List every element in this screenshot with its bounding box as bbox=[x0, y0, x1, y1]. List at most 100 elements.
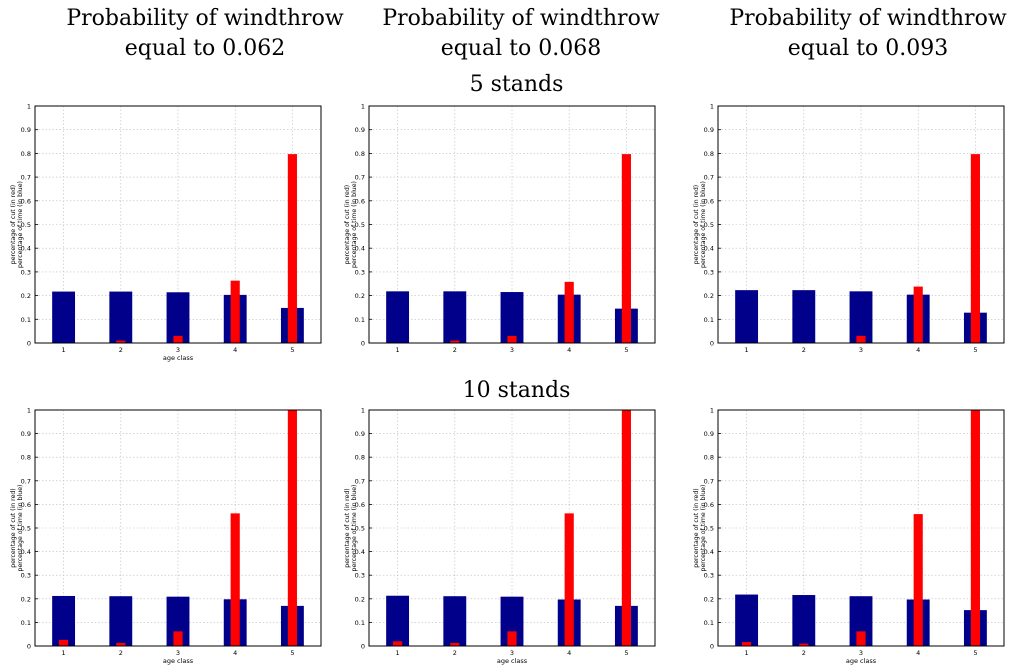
y-axis-label: percentage of cut (in red) bbox=[344, 488, 351, 567]
x-tick-label: 4 bbox=[233, 649, 237, 657]
bar-time bbox=[109, 291, 133, 343]
y-tick-label: 0.9 bbox=[704, 126, 714, 134]
chart-panel-3: 0 0.1 0.2 0.3 0.4 0.5 0.6 0.7 0.8 0.9 1 1 2 3 4 5 percen… bbox=[693, 103, 1005, 354]
x-axis-label: age class bbox=[846, 657, 877, 665]
x-tick-label: 2 bbox=[802, 346, 806, 354]
bar-cut bbox=[450, 340, 460, 343]
bar-time bbox=[166, 596, 190, 646]
bar-cut bbox=[564, 513, 574, 646]
bar-time bbox=[849, 291, 873, 343]
y-tick-label: 0.9 bbox=[355, 430, 365, 438]
y-tick-label: 0.1 bbox=[355, 619, 365, 627]
plot-frame bbox=[368, 105, 656, 344]
plot-frame bbox=[717, 105, 1005, 344]
y-tick-label: 0.8 bbox=[21, 454, 31, 462]
x-tick-label: 4 bbox=[233, 346, 237, 354]
y-tick-label: 0.6 bbox=[704, 501, 714, 509]
column-title-2: Probability of windthrow equal to 0.068 bbox=[356, 4, 686, 64]
y-tick-label: 0.3 bbox=[704, 268, 714, 276]
y-axis-label: percentage of time (in blue) bbox=[351, 181, 358, 268]
y-axis-label: percentage of cut (in red) bbox=[10, 488, 17, 567]
y-tick-label: 1 bbox=[361, 103, 365, 111]
y-axis-label: percentage of cut (in red) bbox=[693, 488, 700, 567]
bar-cut bbox=[564, 281, 574, 343]
x-tick-label: 4 bbox=[916, 649, 920, 657]
y-tick-label: 0 bbox=[710, 643, 714, 651]
bar-cut bbox=[393, 641, 403, 646]
chart-panel-5: 0 0.1 0.2 0.3 0.4 0.5 0.6 0.7 0.8 0.9 1 1 2 3 4 5 percen… bbox=[344, 407, 656, 665]
plot-frame bbox=[34, 105, 322, 344]
y-tick-label: 1 bbox=[27, 407, 31, 415]
y-tick-label: 0.4 bbox=[21, 245, 31, 253]
bar-time bbox=[386, 595, 410, 646]
bar-cut bbox=[799, 643, 809, 646]
y-axis-label: percentage of cut (in red) bbox=[693, 185, 700, 264]
y-tick-label: 0 bbox=[361, 340, 365, 348]
y-tick-label: 0.4 bbox=[21, 548, 31, 556]
bar-cut bbox=[507, 335, 517, 343]
x-tick-label: 1 bbox=[396, 346, 400, 354]
bar-cut bbox=[970, 410, 980, 646]
y-tick-label: 0 bbox=[27, 643, 31, 651]
bar-time bbox=[735, 290, 759, 343]
bar-time bbox=[109, 596, 133, 646]
x-tick-label: 1 bbox=[62, 346, 66, 354]
y-tick-label: 0.7 bbox=[21, 477, 31, 485]
x-tick-label: 3 bbox=[859, 649, 863, 657]
column-title-3-line2: equal to 0.093 bbox=[787, 36, 949, 61]
x-tick-label: 4 bbox=[567, 649, 571, 657]
y-axis-label: percentage of time (in blue) bbox=[700, 485, 707, 572]
y-tick-label: 0.5 bbox=[355, 525, 365, 533]
x-tick-label: 5 bbox=[290, 649, 294, 657]
y-tick-label: 0 bbox=[710, 340, 714, 348]
column-title-1: Probability of windthrow equal to 0.062 bbox=[40, 4, 370, 64]
chart-panel-1: 0 0.1 0.2 0.3 0.4 0.5 0.6 0.7 0.8 0.9 1 1 2 3 4 5 percen… bbox=[10, 103, 322, 362]
bar-time bbox=[735, 594, 759, 646]
bar-cut bbox=[287, 410, 297, 646]
y-axis-label: percentage of time (in blue) bbox=[17, 181, 24, 268]
y-tick-label: 0.2 bbox=[704, 292, 714, 300]
x-tick-label: 1 bbox=[396, 649, 400, 657]
y-tick-label: 1 bbox=[710, 407, 714, 415]
bar-cut bbox=[173, 335, 183, 343]
y-tick-label: 0.2 bbox=[21, 292, 31, 300]
y-tick-label: 0.6 bbox=[21, 197, 31, 205]
x-tick-label: 2 bbox=[119, 649, 123, 657]
column-title-1-line2: equal to 0.062 bbox=[124, 36, 286, 61]
y-tick-label: 0.7 bbox=[355, 174, 365, 182]
bar-time bbox=[52, 291, 76, 343]
x-tick-label: 3 bbox=[176, 649, 180, 657]
bar-time bbox=[849, 596, 873, 646]
bar-cut bbox=[287, 154, 297, 343]
y-tick-label: 0 bbox=[361, 643, 365, 651]
bar-cut bbox=[621, 410, 631, 646]
bar-time bbox=[500, 292, 524, 343]
y-tick-label: 0.3 bbox=[21, 572, 31, 580]
bar-time bbox=[386, 291, 410, 343]
y-tick-label: 0.5 bbox=[21, 221, 31, 229]
bar-cut bbox=[450, 642, 460, 646]
bar-time bbox=[500, 596, 524, 646]
plot-frame bbox=[34, 409, 322, 647]
y-tick-label: 0.5 bbox=[704, 221, 714, 229]
column-title-2-line2: equal to 0.068 bbox=[440, 36, 602, 61]
y-tick-label: 0.6 bbox=[355, 501, 365, 509]
y-tick-label: 0.2 bbox=[355, 292, 365, 300]
y-tick-label: 0.9 bbox=[704, 430, 714, 438]
y-tick-label: 0.7 bbox=[704, 174, 714, 182]
bar-cut bbox=[116, 642, 126, 646]
y-tick-label: 0.9 bbox=[21, 126, 31, 134]
y-tick-label: 0.1 bbox=[21, 316, 31, 324]
bar-cut bbox=[230, 513, 240, 646]
bar-time bbox=[166, 292, 190, 343]
column-title-3: Probability of windthrow equal to 0.093 bbox=[703, 4, 1033, 64]
y-axis-label: percentage of time (in blue) bbox=[700, 181, 707, 268]
chart-panel-4: 0 0.1 0.2 0.3 0.4 0.5 0.6 0.7 0.8 0.9 1 1 2 3 4 5 percen… bbox=[10, 407, 322, 665]
bar-cut bbox=[59, 639, 69, 646]
plot-frame bbox=[717, 409, 1005, 647]
bar-cut bbox=[173, 631, 183, 646]
y-tick-label: 0 bbox=[27, 340, 31, 348]
bar-time bbox=[52, 595, 76, 646]
y-tick-label: 0.1 bbox=[355, 316, 365, 324]
y-tick-label: 0.6 bbox=[355, 197, 365, 205]
